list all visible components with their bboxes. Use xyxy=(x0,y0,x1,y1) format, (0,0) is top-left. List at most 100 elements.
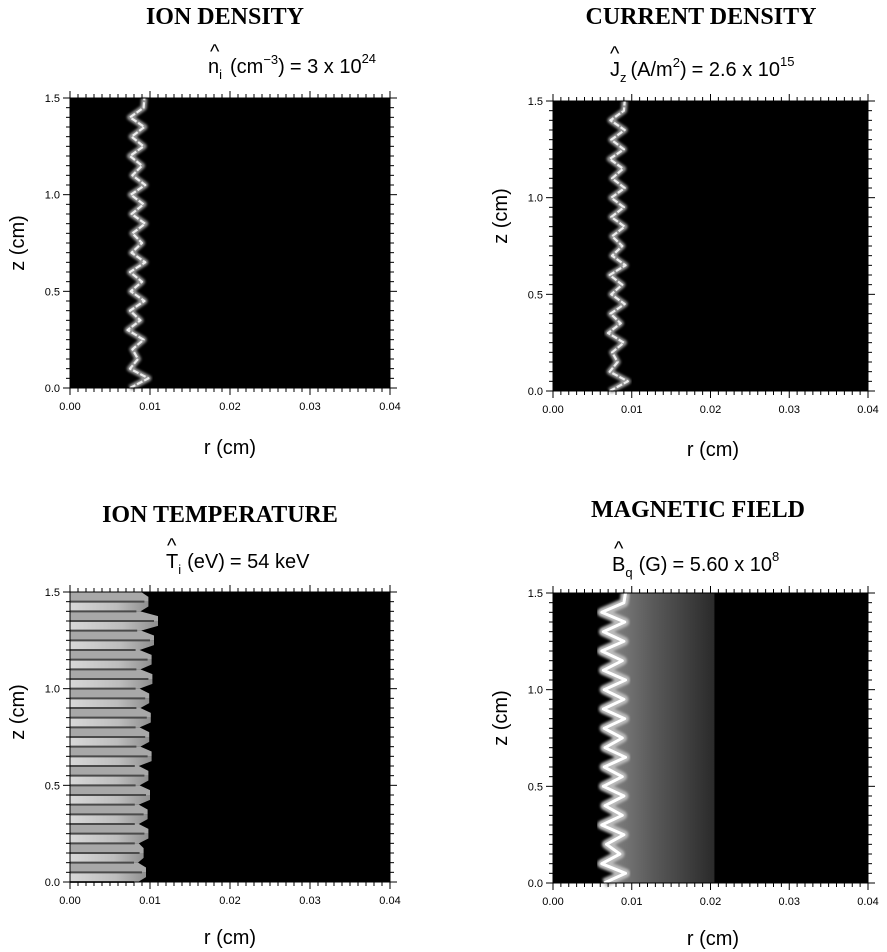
y-tick-label: 0.0 xyxy=(528,878,543,890)
y-axis-label: z (cm) xyxy=(7,215,29,271)
x-axis: 0.00 0.01 0.02 0.03 0.04 xyxy=(59,91,401,413)
temperature-band xyxy=(70,843,144,853)
chart-title: MAGNETIC FIELD xyxy=(591,497,805,523)
y-tick-label: 0.5 xyxy=(45,286,60,298)
x-axis-label: r (cm) xyxy=(687,439,739,461)
y-axis: 0.0 0.5 1.0 1.5 xyxy=(528,588,875,890)
x-tick-label: 0.01 xyxy=(139,895,160,907)
field-layer xyxy=(124,97,152,391)
x-tick-label: 0.00 xyxy=(542,896,563,908)
chart-title: ION DENSITY xyxy=(146,4,304,30)
y-tick-label: 0.5 xyxy=(45,780,60,792)
temperature-band xyxy=(70,688,150,699)
x-tick-label: 0.04 xyxy=(857,404,878,416)
chart-title: ION TEMPERATURE xyxy=(102,502,338,528)
y-tick-label: 0.5 xyxy=(528,781,543,793)
panel-ion-density: ION DENSITY ni (cm−3) = 3 x 1024 ^ 0.00 0.0… xyxy=(7,4,401,459)
temperature-band xyxy=(70,775,149,786)
scale-label: ni (cm−3) = 3 x 1024 xyxy=(208,51,376,82)
y-tick-label: 0.0 xyxy=(528,386,543,398)
temperature-band xyxy=(70,853,144,863)
y-axis-label: z (cm) xyxy=(490,690,512,746)
y-axis-label: z (cm) xyxy=(7,684,29,740)
x-axis-label: r (cm) xyxy=(204,927,256,949)
temperature-band xyxy=(70,756,152,766)
hat-mark: ^ xyxy=(210,41,220,63)
panel-ion-temperature: ION TEMPERATURE Ti (eV) = 54 keV ^ 0.00 0.0… xyxy=(7,502,401,949)
x-tick-label: 0.01 xyxy=(139,401,160,413)
temperature-band xyxy=(70,766,149,776)
temperature-band xyxy=(70,621,158,631)
field-halo xyxy=(601,593,715,883)
scale-label: Ti (eV) = 54 keV xyxy=(166,551,310,577)
filament-ridge xyxy=(607,100,629,392)
panel-magnetic-field: MAGNETIC FIELD Bq (G) = 5.60 x 108 ^ 0.00 0… xyxy=(490,497,879,950)
x-tick-label: 0.02 xyxy=(219,401,240,413)
temperature-band xyxy=(70,679,153,689)
x-tick-label: 0.03 xyxy=(299,401,320,413)
plot-area xyxy=(70,98,390,388)
x-tick-label: 0.00 xyxy=(542,404,563,416)
filament-ridge xyxy=(600,592,627,885)
panel-current-density: CURRENT DENSITY Jz (A/m2) = 2.6 x 1015 ^ 0… xyxy=(490,4,879,461)
chart-title: CURRENT DENSITY xyxy=(586,4,817,30)
y-axis: 0.0 0.5 1.0 1.5 xyxy=(528,96,875,398)
y-tick-label: 0.5 xyxy=(528,289,543,301)
temperature-band xyxy=(70,833,149,844)
temperature-band xyxy=(70,717,151,728)
x-tick-label: 0.00 xyxy=(59,401,80,413)
hat-mark: ^ xyxy=(167,535,177,557)
temperature-band xyxy=(70,862,146,873)
temperature-band xyxy=(70,630,154,641)
x-tick-label: 0.01 xyxy=(621,896,642,908)
temperature-band xyxy=(70,804,148,815)
y-tick-label: 1.5 xyxy=(45,93,60,105)
y-tick-label: 1.0 xyxy=(528,193,543,205)
temperature-band xyxy=(70,659,152,670)
y-tick-label: 1.5 xyxy=(45,587,60,599)
x-tick-label: 0.00 xyxy=(59,895,80,907)
x-tick-label: 0.04 xyxy=(379,895,400,907)
x-tick-label: 0.02 xyxy=(700,404,721,416)
temperature-band xyxy=(70,727,150,737)
temperature-band xyxy=(70,650,152,660)
plot-frame xyxy=(69,97,391,389)
x-tick-label: 0.02 xyxy=(700,896,721,908)
y-axis-label: z (cm) xyxy=(490,188,512,244)
plot-frame xyxy=(552,592,869,884)
y-tick-label: 1.5 xyxy=(528,96,543,108)
x-axis: 0.00 0.01 0.02 0.03 0.04 xyxy=(542,586,879,908)
temperature-band xyxy=(70,737,150,747)
temperature-band xyxy=(70,592,149,602)
temperature-band xyxy=(70,785,150,795)
x-tick-label: 0.03 xyxy=(779,896,800,908)
y-tick-label: 0.0 xyxy=(45,877,60,889)
y-tick-label: 1.0 xyxy=(45,190,60,202)
temperature-band xyxy=(70,698,150,708)
temperature-band xyxy=(70,708,151,718)
temperature-band xyxy=(70,601,149,612)
y-tick-label: 1.0 xyxy=(528,685,543,697)
temperature-band xyxy=(70,814,148,824)
temperature-band xyxy=(70,824,149,834)
field-layer xyxy=(70,592,158,883)
scale-label: Jz (A/m2) = 2.6 x 1015 xyxy=(610,54,795,85)
x-axis-label: r (cm) xyxy=(687,928,739,950)
field-layer xyxy=(605,100,631,394)
y-axis: 0.0 0.5 1.0 1.5 xyxy=(45,93,397,395)
plot-frame xyxy=(69,591,391,883)
temperature-band xyxy=(70,795,150,805)
hat-mark: ^ xyxy=(610,43,620,65)
x-axis: 0.00 0.01 0.02 0.03 0.04 xyxy=(59,585,401,907)
x-tick-label: 0.03 xyxy=(779,404,800,416)
temperature-band xyxy=(70,640,154,650)
plot-frame xyxy=(552,100,869,392)
temperature-band xyxy=(70,669,153,679)
temperature-band xyxy=(70,746,152,757)
x-tick-label: 0.04 xyxy=(857,896,878,908)
temperature-band xyxy=(70,872,146,882)
y-tick-label: 1.0 xyxy=(45,684,60,696)
x-axis-label: r (cm) xyxy=(204,437,256,459)
x-tick-label: 0.02 xyxy=(219,895,240,907)
